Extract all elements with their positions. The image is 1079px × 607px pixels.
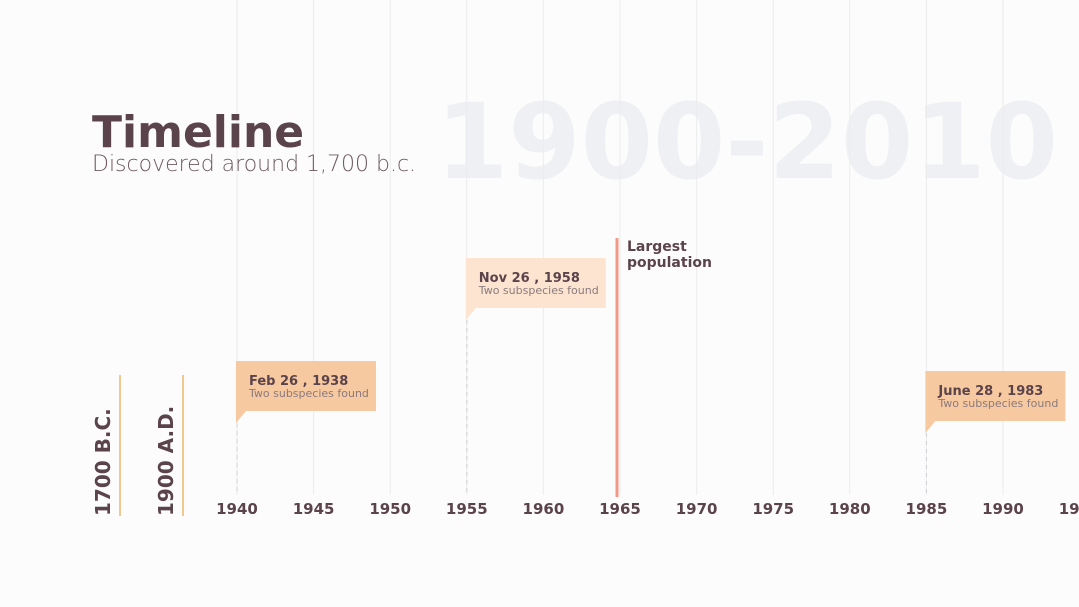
- era-label: 1900 A.D.: [154, 406, 178, 516]
- era-label: 1700 B.C.: [91, 408, 115, 516]
- year-label: 1950: [369, 500, 411, 518]
- event-card: [236, 361, 376, 423]
- year-label: 1995: [1059, 500, 1079, 518]
- year-label: 1985: [906, 500, 948, 518]
- marker-label: Largest: [627, 239, 687, 255]
- event-card: [465, 258, 606, 320]
- event-date: June 28 , 1983: [937, 384, 1043, 399]
- event-card: [925, 371, 1066, 433]
- year-label: 1960: [523, 500, 565, 518]
- marker-label: population: [627, 255, 712, 271]
- event-date: Feb 26 , 1938: [249, 374, 348, 389]
- year-label: 1945: [293, 500, 335, 518]
- year-label: 1980: [829, 500, 871, 518]
- year-label: 1965: [599, 500, 641, 518]
- subtitle: Discovered around 1,700 b.c.: [92, 152, 416, 177]
- event-note: Two subspecies found: [478, 284, 599, 297]
- watermark: 1900-2010: [436, 81, 1058, 203]
- title: Timeline: [92, 107, 304, 158]
- year-label: 1955: [446, 500, 488, 518]
- year-label: 1970: [676, 500, 718, 518]
- event-date: Nov 26 , 1958: [479, 271, 580, 286]
- year-label: 1940: [216, 500, 258, 518]
- year-label: 1990: [982, 500, 1024, 518]
- event-note: Two subspecies found: [937, 397, 1058, 410]
- year-label: 1975: [752, 500, 794, 518]
- content: 1940 1945 1950 1955 1960 1965 1970 1975 1980 1985…: [91, 238, 1079, 518]
- event-note: Two subspecies found: [248, 387, 369, 400]
